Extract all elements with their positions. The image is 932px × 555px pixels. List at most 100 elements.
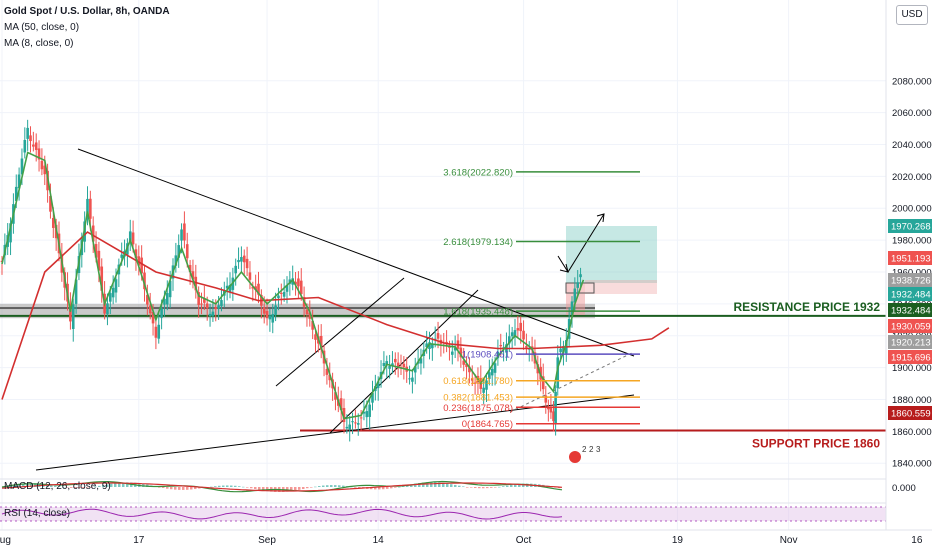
target-box xyxy=(566,226,657,283)
price-tick-label: 2080.000 xyxy=(892,76,932,87)
candle-body xyxy=(368,404,371,417)
macd-histogram-bar xyxy=(342,485,345,487)
upper-trendline xyxy=(77,148,635,357)
plot-background xyxy=(0,0,886,550)
macd-histogram-bar xyxy=(58,486,61,487)
macd-histogram-bar xyxy=(258,487,261,490)
macd-histogram-bar xyxy=(82,487,85,488)
macd-histogram-bar xyxy=(510,484,513,487)
symbol-title[interactable]: Gold Spot / U.S. Dollar, 8h, OANDA xyxy=(4,6,170,17)
price-label-text: 1951.193 xyxy=(891,254,931,265)
macd-histogram-bar xyxy=(242,486,245,488)
macd-histogram-bar xyxy=(454,484,457,487)
ma50-line xyxy=(1,231,670,400)
macd-histogram-bar xyxy=(478,487,481,489)
time-tick-label: 17 xyxy=(133,535,145,546)
candle-body xyxy=(328,374,332,381)
resistance-zone-edge xyxy=(0,307,595,310)
candle-body xyxy=(271,314,275,323)
ma8-legend[interactable]: MA (8, close, 0) xyxy=(4,38,74,49)
price-labels-layer: 1970.268 1951.193 1938.726 1932.484 1932.484… xyxy=(888,219,932,420)
candle-body xyxy=(334,392,337,400)
candle-body xyxy=(237,260,240,263)
candle-body xyxy=(43,165,47,175)
candle-body xyxy=(499,344,503,347)
macd-histogram-bar xyxy=(294,487,297,491)
candle-body xyxy=(371,392,374,403)
fib-level-label: 0.236(1875.078) xyxy=(443,403,513,414)
macd-histogram-bar xyxy=(318,486,321,487)
price-tick-label: 2000.000 xyxy=(892,204,932,215)
macd-histogram-bar xyxy=(10,485,13,487)
macd-histogram-bar xyxy=(410,484,413,487)
fibonacci-layer: 3.618(2022.820) 2.618(1979.134) 1.618(1935… xyxy=(443,167,640,430)
candle-body xyxy=(91,225,95,242)
price-label-text: 1938.726 xyxy=(891,276,931,287)
macd-histogram-bar xyxy=(186,487,189,490)
arrow-head xyxy=(596,213,605,223)
candle-body xyxy=(396,362,400,367)
candle-body xyxy=(311,321,314,330)
candle-body xyxy=(362,411,366,414)
price-label-text: 1970.268 xyxy=(891,222,931,233)
candle-body xyxy=(559,348,562,353)
macd-histogram-bar xyxy=(446,483,449,487)
candle-body xyxy=(408,378,411,380)
macd-histogram-bar xyxy=(110,483,113,487)
macd-histogram-bar xyxy=(326,485,329,487)
candle-body xyxy=(445,341,448,344)
candle-body xyxy=(431,343,434,349)
currency-button[interactable]: USD xyxy=(896,5,928,25)
candle-body xyxy=(131,232,135,245)
candle-body xyxy=(160,308,163,318)
macd-legend[interactable]: MACD (12, 26, close, 9) xyxy=(4,481,111,492)
candle-body xyxy=(183,223,186,241)
candle-body xyxy=(157,324,161,339)
candle-body xyxy=(297,278,300,287)
candle-body xyxy=(188,265,192,273)
macd-histogram-bar xyxy=(302,487,305,490)
candle-body xyxy=(391,363,394,367)
candle-body xyxy=(154,326,158,338)
candle-body xyxy=(345,426,349,429)
candle-body xyxy=(453,347,457,351)
candle-body xyxy=(570,301,574,316)
projection-trendline xyxy=(509,351,635,413)
price-label-box xyxy=(888,406,932,420)
candle-body xyxy=(200,303,203,305)
candle-body xyxy=(413,366,417,373)
candle-body xyxy=(314,334,317,340)
ma50-legend[interactable]: MA (50, close, 0) xyxy=(4,22,80,33)
candle-body xyxy=(448,346,451,348)
candle-body xyxy=(71,304,75,329)
candle-body xyxy=(86,198,89,220)
support-annotation: SUPPORT PRICE 1860 xyxy=(752,436,880,450)
candle-body xyxy=(166,293,169,305)
macd-histogram-bar xyxy=(334,485,337,487)
macd-histogram-bar xyxy=(494,487,497,488)
fib-level-label: 1.618(1935.448) xyxy=(443,307,513,318)
candle-body xyxy=(354,422,357,424)
macd-histogram-bar xyxy=(266,487,269,492)
rsi-legend[interactable]: RSI (14, close) xyxy=(4,508,71,519)
candle-body xyxy=(140,257,143,274)
candle-body xyxy=(228,284,232,293)
candle-body xyxy=(225,285,229,289)
candle-body xyxy=(74,279,78,304)
ma8-line xyxy=(1,151,585,420)
macd-histogram-bar xyxy=(290,487,293,492)
candle-body xyxy=(20,158,24,175)
candle-body xyxy=(325,368,329,375)
macd-histogram-bar xyxy=(314,486,317,488)
time-axis-layer: Aug17Sep14Oct19Nov16Dec142021 xyxy=(0,529,932,546)
candle-body xyxy=(254,286,257,291)
candle-body xyxy=(242,255,246,263)
candle-body xyxy=(274,305,277,315)
macd-histogram-bar xyxy=(122,482,125,487)
candle-body xyxy=(285,284,289,292)
fib-level-label: 1(1908.451) xyxy=(462,350,513,361)
macd-histogram-bar xyxy=(178,487,181,490)
macd-histogram-bar xyxy=(238,486,241,487)
